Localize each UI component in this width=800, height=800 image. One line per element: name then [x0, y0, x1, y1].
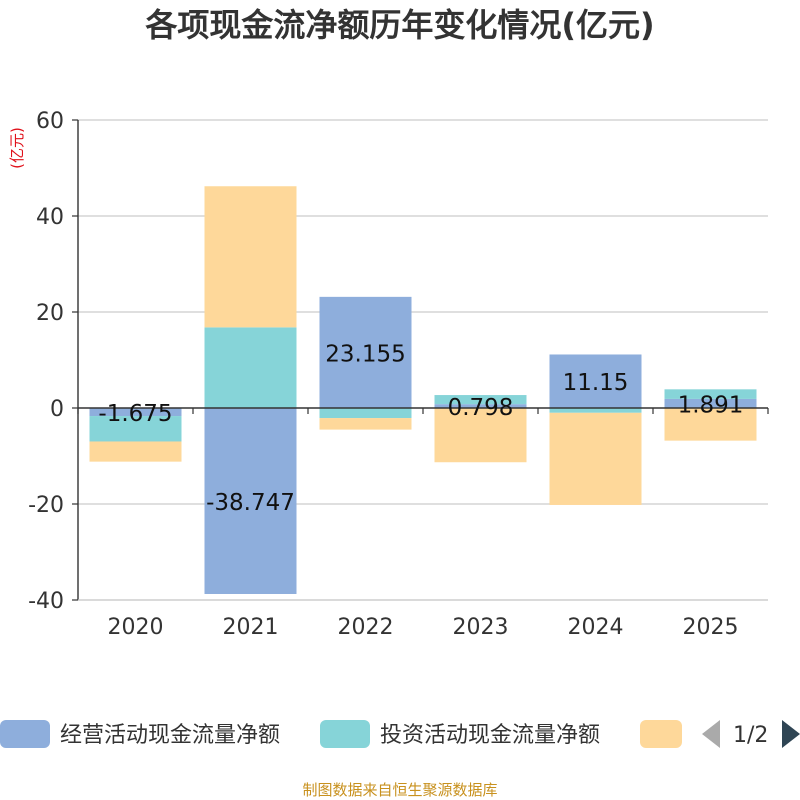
bars [89, 186, 757, 594]
legend-page-indicator: 1/2 [733, 723, 768, 748]
bar-series1-2025[interactable] [664, 389, 757, 399]
bar-series2-2024[interactable] [549, 412, 642, 505]
x-tick-label: 2023 [453, 615, 509, 640]
y-tick-label: 60 [36, 109, 64, 134]
data-label-2022: 23.155 [325, 341, 405, 367]
y-tick-label: -40 [28, 589, 64, 614]
data-label-2021: -38.747 [206, 490, 295, 516]
data-label-2024: 11.15 [563, 370, 629, 396]
bar-series0-2021[interactable] [204, 408, 297, 594]
x-tick-label: 2025 [683, 615, 739, 640]
y-tick-label: 0 [50, 397, 64, 422]
legend-prev-icon[interactable] [702, 720, 720, 748]
bar-series0-2022[interactable] [319, 296, 412, 408]
legend: 经营活动现金流量净额 投资活动现金流量净额 1/2 [0, 720, 800, 748]
y-axis-unit: (亿元) [8, 127, 26, 169]
bar-series0-2024[interactable] [549, 354, 642, 408]
data-label-2025: 1.891 [678, 392, 744, 418]
data-source-note: 制图数据来自恒生聚源数据库 [302, 781, 497, 799]
chart-title: 各项现金流净额历年变化情况(亿元) [145, 6, 654, 44]
y-tick-label: -20 [28, 493, 64, 518]
x-axis-ticks: 2020 2021 2022 2023 2024 2025 [108, 615, 739, 640]
legend-label-operating[interactable]: 经营活动现金流量净额 [60, 723, 280, 748]
legend-label-investing[interactable]: 投资活动现金流量净额 [380, 723, 600, 748]
bar-series1-2023[interactable] [434, 395, 527, 405]
axes [77, 120, 769, 601]
bar-series0-2020[interactable] [89, 408, 182, 417]
bar-series1-2021[interactable] [204, 327, 297, 408]
data-labels: -1.675 -38.747 23.155 0.798 11.15 1.891 [98, 341, 743, 516]
bar-series1-2020[interactable] [89, 416, 182, 442]
bar-series2-2022[interactable] [319, 418, 412, 430]
y-axis-ticks: -40 -20 0 20 40 60 [28, 109, 78, 614]
x-tick-label: 2022 [338, 615, 394, 640]
bar-series1-2024[interactable] [549, 408, 642, 413]
bar-series0-2025[interactable] [664, 398, 757, 408]
y-tick-label: 20 [36, 301, 64, 326]
bar-series2-2023[interactable] [434, 408, 527, 463]
data-label-2023: 0.798 [448, 395, 514, 421]
grid-lines [78, 119, 768, 601]
y-tick-label: 40 [36, 205, 64, 230]
legend-swatch-investing[interactable] [320, 720, 370, 748]
bar-series0-2023[interactable] [434, 404, 527, 408]
bar-series2-2020[interactable] [89, 441, 182, 462]
legend-swatch-operating[interactable] [0, 720, 50, 748]
bar-series1-2022[interactable] [319, 408, 412, 419]
x-tick-label: 2021 [223, 615, 279, 640]
data-label-2020: -1.675 [98, 401, 172, 427]
bar-series2-2021[interactable] [204, 186, 297, 328]
x-tick-label: 2024 [568, 615, 624, 640]
legend-next-icon[interactable] [782, 720, 800, 748]
legend-swatch-financing[interactable] [640, 720, 682, 748]
x-tick-label: 2020 [108, 615, 164, 640]
bar-series2-2025[interactable] [664, 408, 757, 441]
